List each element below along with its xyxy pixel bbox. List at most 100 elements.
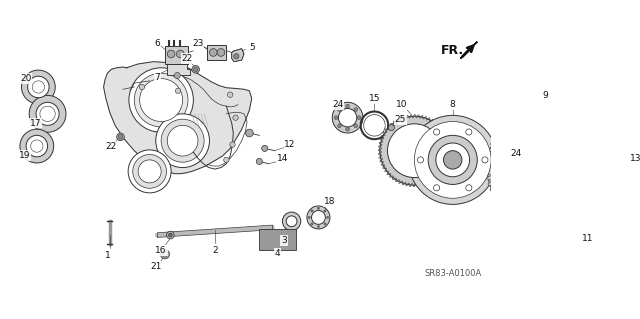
Circle shape (497, 157, 500, 160)
Circle shape (513, 193, 520, 199)
Text: 25: 25 (395, 115, 406, 124)
Circle shape (161, 119, 204, 162)
Circle shape (332, 102, 363, 133)
Circle shape (337, 108, 341, 111)
Circle shape (140, 78, 182, 122)
Text: 24: 24 (332, 100, 343, 109)
Circle shape (40, 106, 55, 122)
Circle shape (428, 135, 477, 184)
Text: 6: 6 (154, 39, 160, 48)
Circle shape (354, 108, 358, 111)
Circle shape (161, 250, 170, 259)
Text: 10: 10 (396, 100, 407, 109)
Circle shape (493, 152, 520, 180)
Circle shape (337, 124, 341, 128)
Circle shape (513, 136, 520, 142)
Text: 19: 19 (19, 151, 30, 160)
Text: 14: 14 (276, 154, 288, 163)
Circle shape (414, 122, 491, 198)
Polygon shape (165, 46, 188, 64)
Circle shape (167, 50, 175, 58)
Circle shape (234, 54, 239, 59)
Circle shape (175, 88, 180, 93)
Circle shape (129, 68, 193, 132)
Circle shape (502, 165, 508, 171)
Circle shape (487, 110, 602, 225)
Circle shape (387, 124, 441, 178)
Polygon shape (486, 108, 604, 226)
Circle shape (408, 115, 497, 204)
Circle shape (308, 216, 310, 219)
Circle shape (570, 136, 576, 142)
Circle shape (230, 142, 235, 147)
Circle shape (132, 154, 166, 188)
Circle shape (346, 127, 349, 131)
Circle shape (433, 185, 440, 191)
Circle shape (167, 125, 198, 156)
Circle shape (246, 129, 253, 137)
Bar (259, 229, 296, 250)
Circle shape (339, 108, 357, 127)
Circle shape (233, 115, 238, 120)
Text: 7: 7 (154, 72, 160, 82)
Text: 24: 24 (510, 149, 521, 158)
Circle shape (541, 204, 548, 211)
Polygon shape (167, 64, 190, 76)
Circle shape (193, 67, 198, 72)
Polygon shape (207, 45, 227, 60)
Text: 20: 20 (20, 74, 32, 83)
Text: 23: 23 (192, 39, 204, 48)
Circle shape (317, 207, 319, 209)
Circle shape (433, 129, 440, 135)
Polygon shape (104, 62, 252, 174)
Circle shape (494, 165, 497, 167)
Circle shape (466, 185, 472, 191)
Circle shape (177, 50, 184, 58)
Circle shape (168, 233, 172, 237)
Text: 3: 3 (281, 236, 287, 245)
Circle shape (380, 116, 449, 185)
Text: 13: 13 (630, 154, 640, 163)
Circle shape (209, 48, 217, 56)
Text: 12: 12 (284, 140, 296, 149)
Circle shape (31, 140, 43, 152)
Text: 18: 18 (324, 197, 336, 206)
Circle shape (582, 165, 588, 171)
Text: 2: 2 (212, 246, 218, 255)
Circle shape (436, 143, 470, 177)
Circle shape (118, 135, 123, 139)
Text: 16: 16 (156, 246, 167, 255)
Circle shape (223, 157, 229, 163)
Circle shape (128, 150, 171, 193)
Text: SR83-A0100A: SR83-A0100A (424, 269, 481, 278)
Circle shape (36, 102, 59, 125)
Circle shape (417, 157, 424, 163)
Text: 22: 22 (105, 142, 116, 151)
Circle shape (513, 157, 516, 160)
Circle shape (388, 125, 394, 131)
Circle shape (498, 158, 515, 174)
Circle shape (444, 151, 462, 169)
Circle shape (32, 81, 45, 93)
Circle shape (513, 172, 516, 175)
Circle shape (26, 135, 47, 157)
Text: 1: 1 (104, 251, 110, 260)
Circle shape (156, 114, 209, 167)
Circle shape (166, 231, 174, 239)
Circle shape (505, 154, 508, 157)
Circle shape (584, 211, 591, 219)
Circle shape (505, 175, 508, 178)
Circle shape (28, 76, 49, 98)
Circle shape (174, 72, 180, 78)
Circle shape (227, 92, 233, 97)
Circle shape (262, 145, 268, 152)
Circle shape (326, 216, 329, 219)
Polygon shape (232, 48, 244, 62)
Circle shape (29, 95, 66, 132)
Text: FR.: FR. (441, 44, 465, 57)
Text: 4: 4 (275, 249, 280, 258)
Text: 15: 15 (369, 94, 380, 103)
Circle shape (312, 211, 325, 224)
Circle shape (20, 129, 54, 163)
Text: 11: 11 (582, 234, 593, 243)
